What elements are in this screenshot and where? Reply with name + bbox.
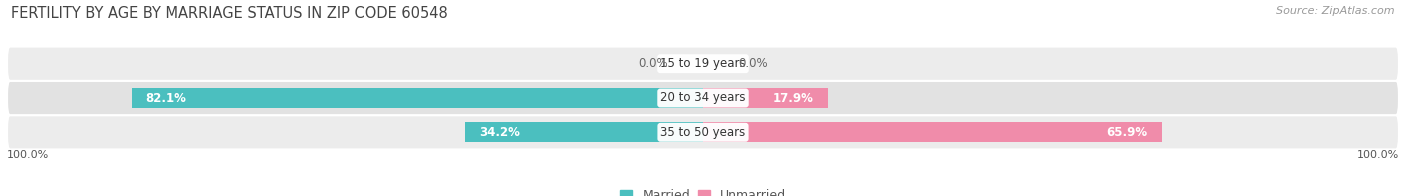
Text: 20 to 34 years: 20 to 34 years <box>661 92 745 104</box>
FancyBboxPatch shape <box>7 81 1399 115</box>
Bar <box>703 88 828 108</box>
Text: 65.9%: 65.9% <box>1107 126 1147 139</box>
Bar <box>465 122 703 142</box>
Bar <box>703 122 1161 142</box>
Text: 100.0%: 100.0% <box>7 150 49 160</box>
Text: 35 to 50 years: 35 to 50 years <box>661 126 745 139</box>
FancyBboxPatch shape <box>7 115 1399 150</box>
Text: FERTILITY BY AGE BY MARRIAGE STATUS IN ZIP CODE 60548: FERTILITY BY AGE BY MARRIAGE STATUS IN Z… <box>11 6 449 21</box>
Text: 100.0%: 100.0% <box>1357 150 1399 160</box>
Text: Source: ZipAtlas.com: Source: ZipAtlas.com <box>1277 6 1395 16</box>
Text: 34.2%: 34.2% <box>479 126 520 139</box>
Text: 0.0%: 0.0% <box>638 57 668 70</box>
FancyBboxPatch shape <box>7 47 1399 81</box>
Text: 82.1%: 82.1% <box>146 92 187 104</box>
Bar <box>132 88 703 108</box>
Text: 15 to 19 years: 15 to 19 years <box>661 57 745 70</box>
Text: 17.9%: 17.9% <box>773 92 814 104</box>
Legend: Married, Unmarried: Married, Unmarried <box>614 184 792 196</box>
Text: 0.0%: 0.0% <box>738 57 768 70</box>
